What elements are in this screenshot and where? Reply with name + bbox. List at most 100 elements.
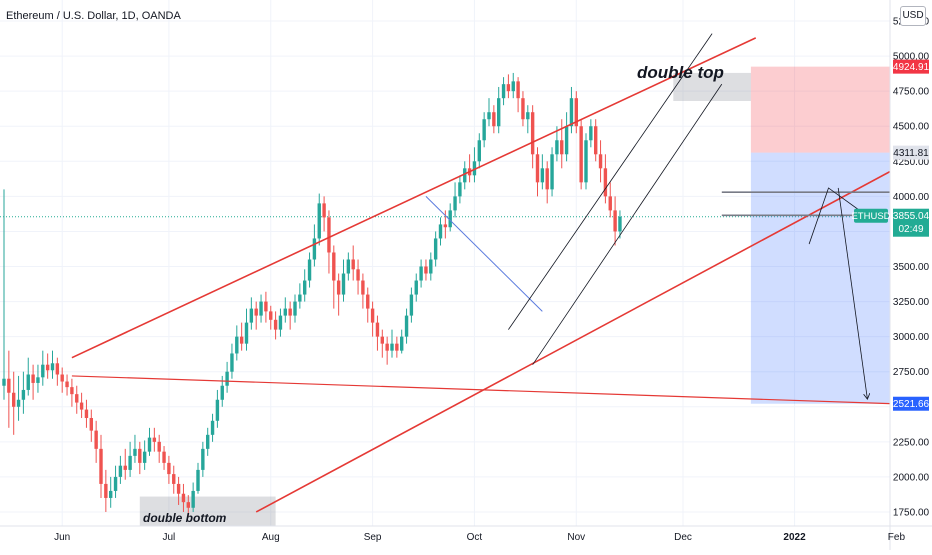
candle: [142, 451, 147, 463]
candle: [341, 273, 346, 295]
candle: [438, 224, 443, 239]
candle: [526, 112, 530, 120]
x-tick-label: 2022: [783, 532, 806, 543]
stop-price-label: 4924.91: [893, 62, 930, 73]
candle: [235, 336, 239, 354]
double-bottom-label: double bottom: [143, 511, 227, 525]
candle: [244, 322, 249, 344]
candle: [608, 196, 612, 211]
candle: [41, 364, 45, 378]
candle: [569, 98, 574, 127]
candle: [138, 448, 142, 463]
candle: [463, 168, 467, 183]
candle: [264, 301, 268, 312]
candle: [501, 84, 506, 99]
entry-price-label: 4311.81: [893, 148, 929, 159]
stop-price-label-bg: [893, 59, 929, 74]
candle: [21, 389, 26, 400]
candle: [506, 84, 511, 92]
candle: [239, 336, 244, 344]
candle: [336, 280, 341, 295]
candle: [472, 161, 477, 176]
price-axis[interactable]: [890, 0, 932, 550]
candle: [133, 448, 137, 456]
candle: [128, 455, 132, 470]
candle: [215, 399, 220, 421]
upper-trendline: [71, 37, 757, 359]
candle: [603, 168, 608, 197]
candle: [298, 294, 302, 302]
y-tick-label: 4500.00: [893, 122, 930, 133]
candle: [293, 301, 297, 316]
symbol-tag-bg: [854, 208, 888, 223]
candle: [288, 308, 292, 316]
currency-button[interactable]: USD: [900, 6, 926, 26]
candle: [225, 371, 229, 386]
candle: [2, 378, 6, 386]
candle: [206, 434, 210, 449]
y-tick-label: 4750.00: [893, 87, 930, 98]
candle: [147, 437, 152, 452]
candle: [201, 448, 205, 470]
candle: [540, 168, 545, 183]
x-tick-label: Oct: [467, 532, 483, 543]
candle: [346, 259, 351, 274]
candle: [564, 126, 569, 155]
candle: [477, 140, 481, 162]
candle: [220, 385, 224, 400]
candle: [327, 217, 331, 253]
candle: [589, 126, 593, 141]
double-bottom-zone: [139, 496, 276, 526]
target-price-label: 2521.66: [893, 399, 930, 410]
y-tick-label: 5000.00: [893, 52, 930, 63]
candle: [380, 336, 384, 344]
candle: [516, 81, 520, 99]
x-tick-label: Dec: [674, 532, 692, 543]
y-tick-label: 4000.00: [893, 192, 930, 203]
candle: [65, 381, 69, 388]
horizontal-support-line: [71, 375, 932, 406]
candle: [487, 112, 491, 120]
candle: [70, 387, 74, 395]
candle: [12, 392, 16, 407]
candle: [317, 203, 321, 239]
take-profit-zone: [750, 152, 890, 404]
candle: [36, 377, 40, 383]
candle: [409, 294, 414, 316]
entry-price-label-bg: [893, 145, 929, 160]
candle: [530, 112, 535, 155]
candle: [598, 154, 603, 169]
candle: [579, 126, 583, 183]
candle: [249, 308, 254, 323]
candle: [482, 119, 486, 141]
y-tick-label: 3250.00: [893, 297, 930, 308]
lower-trendline: [255, 164, 902, 513]
double-top-zone: [673, 72, 751, 101]
candle: [259, 301, 263, 316]
candle: [303, 280, 307, 295]
x-tick-label: Jul: [163, 532, 176, 543]
candle: [424, 266, 428, 274]
x-tick-label: Jun: [54, 532, 70, 543]
candle: [545, 168, 549, 190]
candle: [89, 417, 93, 431]
candle: [366, 294, 370, 309]
candle: [312, 238, 317, 260]
x-tick-label: Nov: [567, 532, 585, 543]
y-tick-label: 2750.00: [893, 367, 930, 378]
candle: [269, 311, 273, 320]
candle: [448, 210, 452, 228]
candle: [404, 315, 409, 337]
candle: [414, 280, 418, 295]
candle: [443, 224, 448, 228]
candle: [157, 441, 161, 452]
projection-arrow: [837, 187, 867, 398]
candle: [55, 363, 60, 375]
candles: [2, 72, 622, 517]
candle: [176, 483, 181, 494]
candle: [613, 210, 617, 232]
candle: [99, 448, 103, 484]
candle: [535, 154, 540, 183]
